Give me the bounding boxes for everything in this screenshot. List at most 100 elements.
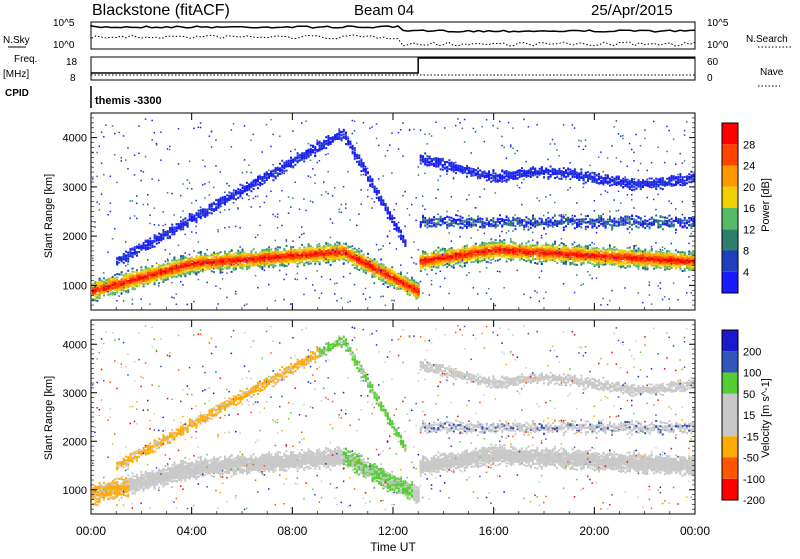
power-point (345, 248, 347, 250)
power-point (387, 286, 389, 288)
power-point (145, 270, 147, 272)
power-point (268, 265, 270, 267)
power-point (162, 272, 164, 274)
power-point (360, 189, 362, 191)
power-point (290, 162, 292, 164)
power-point (316, 259, 318, 261)
power-point (266, 248, 268, 250)
power-point (143, 269, 145, 271)
power-point (371, 260, 373, 262)
power-point (356, 249, 358, 251)
power-point (136, 283, 138, 285)
power-point (321, 194, 323, 196)
power-point (330, 138, 332, 140)
power-point (129, 278, 131, 280)
power-point (286, 265, 288, 267)
power-point (275, 170, 277, 172)
power-point (371, 269, 373, 271)
power-point (189, 254, 191, 256)
power-point (220, 171, 222, 173)
power-point (334, 248, 336, 250)
power-point (286, 239, 288, 241)
power-point (220, 256, 222, 258)
power-point (385, 209, 387, 211)
power-point (134, 288, 136, 290)
power-point (314, 183, 316, 185)
power-point (253, 261, 255, 263)
power-point (382, 296, 384, 298)
power-point (336, 134, 338, 136)
power-point (281, 160, 283, 162)
power-point (261, 180, 263, 182)
power-point (169, 230, 171, 232)
power-point (145, 118, 147, 120)
power-point (292, 261, 294, 263)
power-point (162, 274, 164, 276)
power-point (345, 132, 347, 134)
power-point (303, 252, 305, 254)
power-point (360, 203, 362, 205)
power-point (261, 252, 263, 254)
power-point (301, 254, 303, 256)
power-point (209, 181, 211, 183)
power-point (239, 184, 241, 186)
power-point (338, 250, 340, 252)
power-point (303, 246, 305, 248)
power-point (182, 284, 184, 286)
power-point (125, 259, 127, 261)
power-point (239, 189, 241, 191)
power-point (264, 270, 266, 272)
power-point (112, 276, 114, 278)
power-point (294, 257, 296, 259)
power-point (147, 259, 149, 261)
power-point (367, 196, 369, 198)
power-point (286, 245, 288, 247)
power-point (275, 168, 277, 170)
power-point (165, 261, 167, 263)
power-point (266, 175, 268, 177)
power-point (96, 300, 98, 302)
power-point (312, 257, 314, 259)
power-point (255, 264, 257, 266)
power-point (283, 173, 285, 175)
power-point (305, 152, 307, 154)
power-point (215, 203, 217, 205)
power-point (321, 249, 323, 251)
power-point (356, 263, 358, 265)
power-point (235, 293, 237, 295)
power-point (294, 160, 296, 162)
power-point (140, 278, 142, 280)
power-point (176, 228, 178, 230)
power-point (224, 192, 226, 194)
power-point (248, 195, 250, 197)
power-point (125, 275, 127, 277)
power-point (195, 269, 197, 271)
power-point (189, 218, 191, 220)
power-point (198, 258, 200, 260)
power-point (277, 175, 279, 177)
power-point (123, 286, 125, 288)
power-point (363, 256, 365, 258)
power-point (224, 227, 226, 229)
power-point (275, 177, 277, 179)
power-point (264, 180, 266, 182)
power-point (334, 259, 336, 261)
power-point (310, 257, 312, 259)
power-point (134, 251, 136, 253)
power-point (345, 136, 347, 138)
power-point (321, 258, 323, 260)
power-point (244, 305, 246, 307)
power-point (365, 259, 367, 261)
power-point (222, 196, 224, 198)
power-point (187, 223, 189, 225)
power-point (292, 130, 294, 132)
power-point (389, 271, 391, 273)
power-point (169, 237, 171, 239)
power-point (246, 185, 248, 187)
power-point (129, 280, 131, 282)
power-point (248, 266, 250, 268)
power-point (288, 250, 290, 252)
power-point (259, 251, 261, 253)
power-point (158, 282, 160, 284)
power-point (261, 257, 263, 259)
